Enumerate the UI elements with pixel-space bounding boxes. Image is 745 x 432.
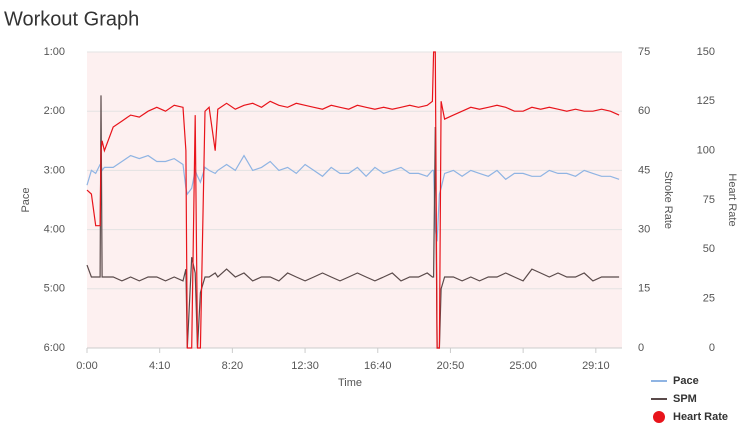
- y-tick-label: 2:00: [44, 105, 65, 117]
- y2-tick-label: 15: [638, 283, 650, 295]
- y3-tick-label: 125: [697, 95, 715, 107]
- y2-axis-title: Stroke Rate: [662, 171, 674, 229]
- legend-label: Heart Rate: [673, 411, 728, 423]
- x-tick-label: 20:50: [437, 360, 465, 372]
- y3-tick-label: 25: [703, 293, 715, 305]
- y-tick-label: 5:00: [44, 283, 65, 295]
- x-tick-label: 8:20: [222, 360, 243, 372]
- series-line: [86, 154, 620, 242]
- y3-tick-label: 0: [709, 342, 715, 354]
- chart-title: Workout Graph: [4, 8, 139, 30]
- y-tick-label: 3:00: [44, 164, 65, 176]
- x-tick-label: 4:10: [149, 360, 170, 372]
- y2-tick-label: 30: [638, 224, 650, 236]
- y2-tick-label: 60: [638, 105, 650, 117]
- y3-tick-label: 75: [703, 194, 715, 206]
- x-tick-label: 29:10: [582, 360, 610, 372]
- y-tick-label: 1:00: [44, 46, 65, 58]
- x-axis-title: Time: [338, 377, 362, 389]
- plot-area: [87, 52, 622, 348]
- y-tick-label: 4:00: [44, 224, 65, 236]
- legend-label: SPM: [673, 393, 697, 405]
- y2-tick-label: 45: [638, 164, 650, 176]
- x-tick-label: 16:40: [364, 360, 392, 372]
- y-axis-title: Pace: [20, 187, 32, 212]
- y3-tick-label: 150: [697, 46, 715, 58]
- y2-tick-label: 75: [638, 46, 650, 58]
- legend-marker: [653, 411, 665, 423]
- x-tick-label: 0:00: [76, 360, 97, 372]
- y2-tick-label: 0: [638, 342, 644, 354]
- legend-label: Pace: [673, 375, 699, 387]
- y-tick-label: 6:00: [44, 342, 65, 354]
- y3-tick-label: 50: [703, 243, 715, 255]
- y3-tick-label: 100: [697, 145, 715, 157]
- series-line: [86, 51, 620, 349]
- x-tick-label: 12:30: [291, 360, 319, 372]
- y3-axis-title: Heart Rate: [726, 173, 738, 226]
- series-line: [86, 95, 620, 349]
- x-tick-label: 25:00: [509, 360, 537, 372]
